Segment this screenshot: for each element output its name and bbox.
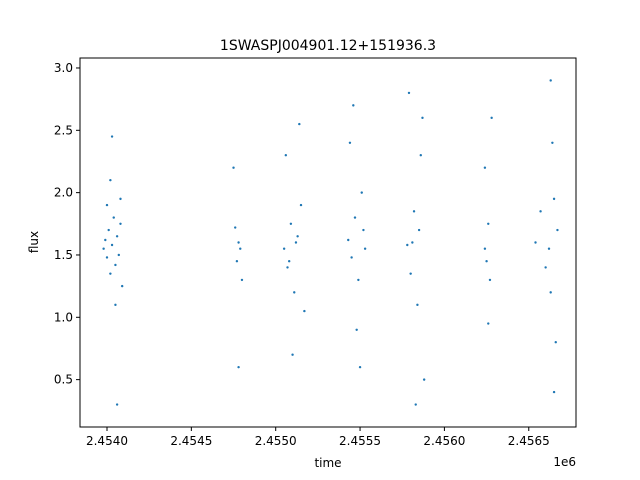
data-point bbox=[298, 122, 301, 126]
data-point bbox=[549, 291, 552, 294]
x-tick-label: 2.4555 bbox=[339, 434, 381, 448]
data-point bbox=[237, 241, 240, 244]
data-point bbox=[353, 216, 357, 219]
data-point bbox=[232, 166, 235, 169]
data-point bbox=[350, 256, 353, 259]
data-point bbox=[556, 228, 559, 232]
data-point bbox=[352, 104, 355, 107]
x-axis-label: time bbox=[314, 456, 341, 470]
data-point bbox=[114, 263, 117, 267]
data-point bbox=[422, 378, 426, 381]
data-point bbox=[119, 222, 122, 226]
data-point bbox=[417, 228, 421, 232]
data-point bbox=[421, 116, 424, 120]
data-point bbox=[347, 238, 350, 242]
data-point bbox=[348, 141, 352, 144]
y-tick-label: 3.0 bbox=[54, 61, 73, 75]
x-tick-label: 2.4565 bbox=[508, 434, 550, 448]
data-point bbox=[416, 303, 419, 307]
data-points bbox=[102, 79, 559, 406]
data-point bbox=[487, 322, 490, 325]
plot-frame bbox=[79, 57, 577, 428]
data-point bbox=[109, 178, 112, 182]
data-point bbox=[104, 238, 107, 242]
data-point bbox=[406, 243, 409, 247]
data-point bbox=[358, 365, 362, 369]
y-tick-label: 1.5 bbox=[54, 248, 73, 262]
data-point bbox=[487, 222, 490, 226]
data-point bbox=[286, 266, 289, 269]
data-point bbox=[291, 353, 294, 356]
x-tick-label: 2.4550 bbox=[255, 434, 297, 448]
data-point bbox=[115, 235, 119, 238]
data-point bbox=[239, 247, 242, 250]
data-point bbox=[110, 135, 114, 138]
data-point bbox=[105, 203, 109, 207]
data-point bbox=[293, 291, 296, 294]
y-tick-label: 1.0 bbox=[54, 310, 73, 324]
data-point bbox=[411, 241, 414, 244]
data-point bbox=[357, 278, 360, 282]
data-point bbox=[284, 154, 288, 157]
x-tick-label: 2.4540 bbox=[86, 434, 128, 448]
chart-title: 1SWASPJ004901.12+151936.3 bbox=[220, 38, 436, 54]
data-point bbox=[117, 253, 121, 257]
data-point bbox=[409, 272, 412, 275]
data-point bbox=[552, 390, 556, 394]
data-point bbox=[294, 241, 298, 244]
data-point bbox=[544, 266, 547, 269]
y-tick-label: 0.5 bbox=[54, 373, 73, 387]
data-point bbox=[407, 91, 411, 95]
y-tick-label: 2.5 bbox=[54, 123, 73, 137]
data-point bbox=[303, 309, 306, 313]
y-tick-label: 2.0 bbox=[54, 186, 73, 200]
data-point bbox=[552, 197, 556, 201]
data-point bbox=[485, 259, 488, 263]
y-axis-label: flux bbox=[27, 231, 41, 253]
data-point bbox=[114, 303, 117, 307]
data-point bbox=[296, 235, 299, 238]
data-point bbox=[414, 403, 417, 406]
y-axis-ticks: 0.5 1.0 1.5 2.0 2.5 3.0 bbox=[54, 61, 80, 387]
data-point bbox=[547, 247, 551, 250]
data-point bbox=[360, 191, 363, 194]
data-point bbox=[282, 247, 286, 250]
data-point bbox=[488, 278, 492, 282]
x-tick-label: 2.4545 bbox=[170, 434, 212, 448]
data-point bbox=[483, 247, 487, 250]
x-axis-ticks: 2.4540 2.4545 2.4550 2.4555 2.4560 2.4565 bbox=[86, 427, 550, 448]
data-point bbox=[119, 197, 122, 201]
data-point bbox=[551, 141, 554, 144]
data-point bbox=[107, 228, 110, 232]
data-point bbox=[240, 278, 244, 282]
data-point bbox=[102, 247, 105, 250]
data-point bbox=[554, 341, 557, 344]
data-point bbox=[483, 166, 487, 169]
data-point bbox=[235, 259, 239, 263]
x-tick-label: 2.4560 bbox=[423, 434, 465, 448]
data-point bbox=[549, 79, 552, 82]
data-point bbox=[363, 247, 367, 250]
data-point bbox=[419, 154, 422, 157]
data-point bbox=[112, 216, 115, 219]
data-point bbox=[362, 228, 365, 232]
data-point bbox=[355, 328, 358, 331]
data-point bbox=[412, 210, 416, 213]
data-point bbox=[105, 256, 109, 259]
data-point bbox=[234, 226, 237, 229]
data-point bbox=[534, 241, 537, 244]
data-point bbox=[490, 116, 493, 120]
x-axis-offset-label: 1e6 bbox=[553, 455, 576, 469]
data-point bbox=[287, 259, 291, 263]
data-point bbox=[237, 365, 240, 369]
data-point bbox=[115, 403, 119, 406]
data-point bbox=[120, 284, 124, 288]
data-point bbox=[539, 210, 542, 213]
data-point bbox=[299, 203, 303, 207]
data-point bbox=[289, 222, 293, 226]
data-point bbox=[110, 243, 114, 247]
data-point bbox=[109, 272, 112, 275]
